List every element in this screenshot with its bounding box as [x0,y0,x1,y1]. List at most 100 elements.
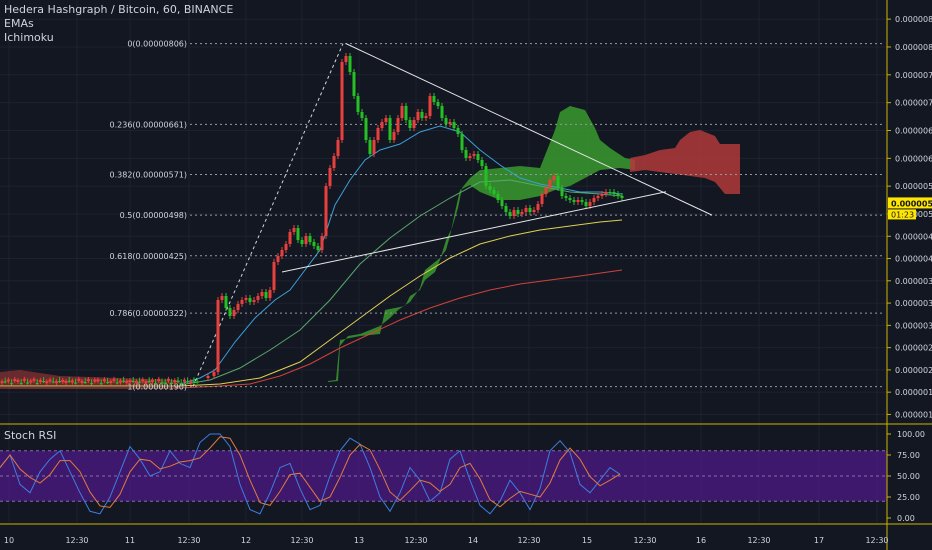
candle-up [348,56,352,72]
candle-down [70,380,74,383]
candle-down [376,128,380,140]
candle-up [300,240,304,244]
time-tick-label: 12 [241,536,251,545]
candle-up [42,381,46,383]
price-tick-label: 0.00000180 [895,388,932,397]
candle-up [572,200,576,202]
candle-down [96,379,100,382]
price-tick-label: 0.00000420 [895,255,932,264]
candle-up [58,381,62,383]
candle-up [122,380,126,382]
cloud-red [630,130,740,194]
candle-down [80,380,84,383]
candle-up [408,120,412,128]
candle-up [464,150,468,158]
candle-down [284,244,288,250]
candle-down [544,188,548,194]
candle-down [232,310,236,316]
stoch-tick-label: 50.00 [897,472,920,481]
candle-down [22,378,26,381]
ema-green-line [179,179,623,386]
ema-blue-line [179,125,623,385]
fib-level-label: 0.786(0.00000322) [110,309,188,318]
candle-down [182,379,186,382]
candle-up [67,380,71,382]
time-tick-label: 12:30 [65,536,88,545]
candle-up [51,381,55,383]
time-tick-label: 17 [814,536,824,545]
stoch-tick-label: 100.00 [897,430,925,439]
candle-down [372,140,376,154]
candle-up [500,200,504,206]
candle-down [276,256,280,262]
candle-up [388,118,392,140]
candle-down [118,380,122,383]
candle-down [252,300,256,302]
candle-down [344,56,348,62]
candle-up [432,96,436,102]
price-tick-label: 0.00000380 [895,277,932,286]
candle-up [612,192,616,194]
trendlines[interactable] [281,43,713,273]
candle-up [460,134,464,150]
candle-down [472,154,476,156]
candle-down [134,381,138,384]
fib-retracement[interactable]: 0(0.00000806) 0.236(0.00000661) 0.382(0.00… [110,40,886,392]
price-tick-label: 0.00000260 [895,344,932,353]
indicator-emas[interactable]: EMAs [4,17,34,30]
candle-down [424,116,428,118]
candle-up [74,382,78,384]
candles [0,53,624,386]
candle-down [340,62,344,140]
candle-down [412,120,416,128]
candle-down [524,208,528,212]
last-price-marker [888,197,932,209]
candle-down [280,250,284,256]
candle-down [206,376,210,378]
candle-down [64,380,68,383]
candle-down [102,379,106,382]
candle-up [192,381,196,383]
price-tick-label: 0.00000650 [895,126,932,135]
last-price-label: 0.00000519 [891,199,932,208]
candle-up [163,382,167,384]
price-axis[interactable]: 0.00000850 0.00000800 0.00000750 0.00000700… [887,15,932,419]
stoch-axis: 100.00 75.00 50.00 25.00 0.00 [887,430,925,523]
time-tick-label: 12:30 [517,536,540,545]
price-tick-label: 0.00000750 [895,71,932,80]
stoch-tick-label: 25.00 [897,493,920,502]
candle-down [304,236,308,244]
candle-up [608,192,612,193]
time-tick-label: 12:30 [404,536,427,545]
candle-down [236,304,240,310]
symbol-title[interactable]: Hedera Hashgraph / Bitcoin, 60, BINANCE [4,3,234,16]
candle-up [456,128,460,134]
indicator-ichimoku[interactable]: Ichimoku [4,31,54,44]
stoch-d-line [0,436,621,508]
candle-up [452,122,456,128]
candle-down [166,378,170,381]
candle-up [228,308,232,316]
candle-down [604,192,608,194]
price-tick-label: 0.00000460 [895,232,932,241]
candle-down [216,300,220,372]
time-tick-label: 11 [125,536,135,545]
stoch-rsi-label[interactable]: Stoch RSI [4,429,57,442]
candle-up [147,381,151,383]
candle-down [332,156,336,168]
candle-up [368,140,372,154]
candle-down [6,379,10,382]
candle-down [144,381,148,384]
candle-up [508,212,512,216]
candle-up [35,382,39,384]
candle-down [416,112,420,120]
candle-up [264,292,268,298]
time-axis[interactable]: 10 12:30 11 12:30 12 12:30 13 12:30 14 12:30 15 12:… [4,536,889,545]
candle-down [468,156,472,158]
time-tick-label: 12:30 [177,536,200,545]
stoch-band [0,450,887,502]
candle-down [256,296,260,300]
candle-down [576,200,580,202]
candle-up [404,106,408,120]
